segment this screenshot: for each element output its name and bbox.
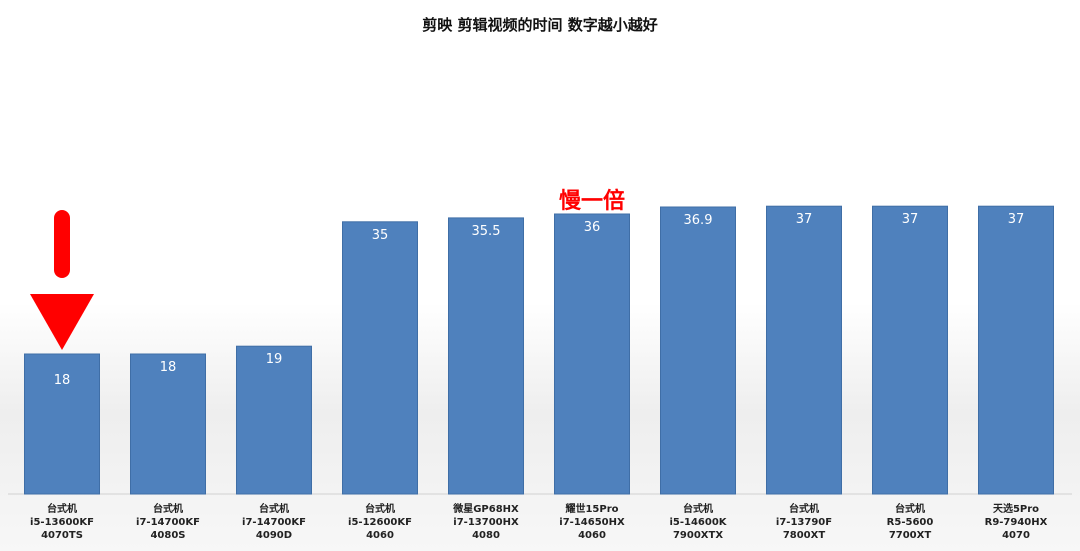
category-label: 天选5Pro R9-7940HX 4070 <box>985 502 1048 541</box>
bar <box>660 206 736 495</box>
category-label: 台式机 R5-5600 7700XT <box>887 502 934 541</box>
arrow-shaft <box>54 210 70 278</box>
category-label: 台式机 i7-14700KF 4090D <box>242 502 306 541</box>
bar-value-label: 36 <box>584 220 601 235</box>
bar <box>872 205 948 495</box>
category-label: 台式机 i5-13600KF 4070TS <box>30 502 94 541</box>
bar <box>130 353 206 495</box>
bar-value-label: 18 <box>160 360 177 375</box>
category-label: 台式机 i7-13790F 7800XT <box>776 502 832 541</box>
category-label: 台式机 i5-14600K 7900XTX <box>669 502 727 541</box>
bar <box>554 213 630 495</box>
bar-value-label: 37 <box>902 212 919 227</box>
bar <box>342 221 418 495</box>
bar <box>978 205 1054 495</box>
bar <box>448 217 524 495</box>
category-label: 台式机 i7-14700KF 4080S <box>136 502 200 541</box>
chart-title: 剪映 剪辑视频的时间 数字越小越好 <box>422 16 657 34</box>
bar <box>24 353 100 495</box>
annotation-text: 慢一倍 <box>559 188 625 214</box>
category-labels-group: 台式机 i5-13600KF 4070TS 台式机 i7-14700KF 4080S 台式机… <box>30 502 1048 541</box>
bar-value-label: 35.5 <box>472 224 501 239</box>
arrow-head <box>30 294 94 350</box>
bar <box>766 205 842 495</box>
value-labels-group: 18 18 19 35 35.5 36 36.9 37 37 37 <box>54 212 1025 388</box>
arrow-icon <box>30 210 94 350</box>
bar-value-label: 37 <box>796 212 813 227</box>
bar-value-label: 19 <box>266 352 283 367</box>
bar-value-label: 37 <box>1008 212 1025 227</box>
bar-value-label: 36.9 <box>684 213 713 228</box>
category-label: 台式机 i5-12600KF 4060 <box>348 502 412 541</box>
bar <box>236 345 312 495</box>
bar-value-label: 18 <box>54 373 71 388</box>
bars-group <box>24 205 1054 495</box>
bar-value-label: 35 <box>372 228 389 243</box>
category-label: 耀世15Pro i7-14650HX 4060 <box>559 502 625 541</box>
category-label: 微星GP68HX i7-13700HX 4080 <box>452 502 519 541</box>
